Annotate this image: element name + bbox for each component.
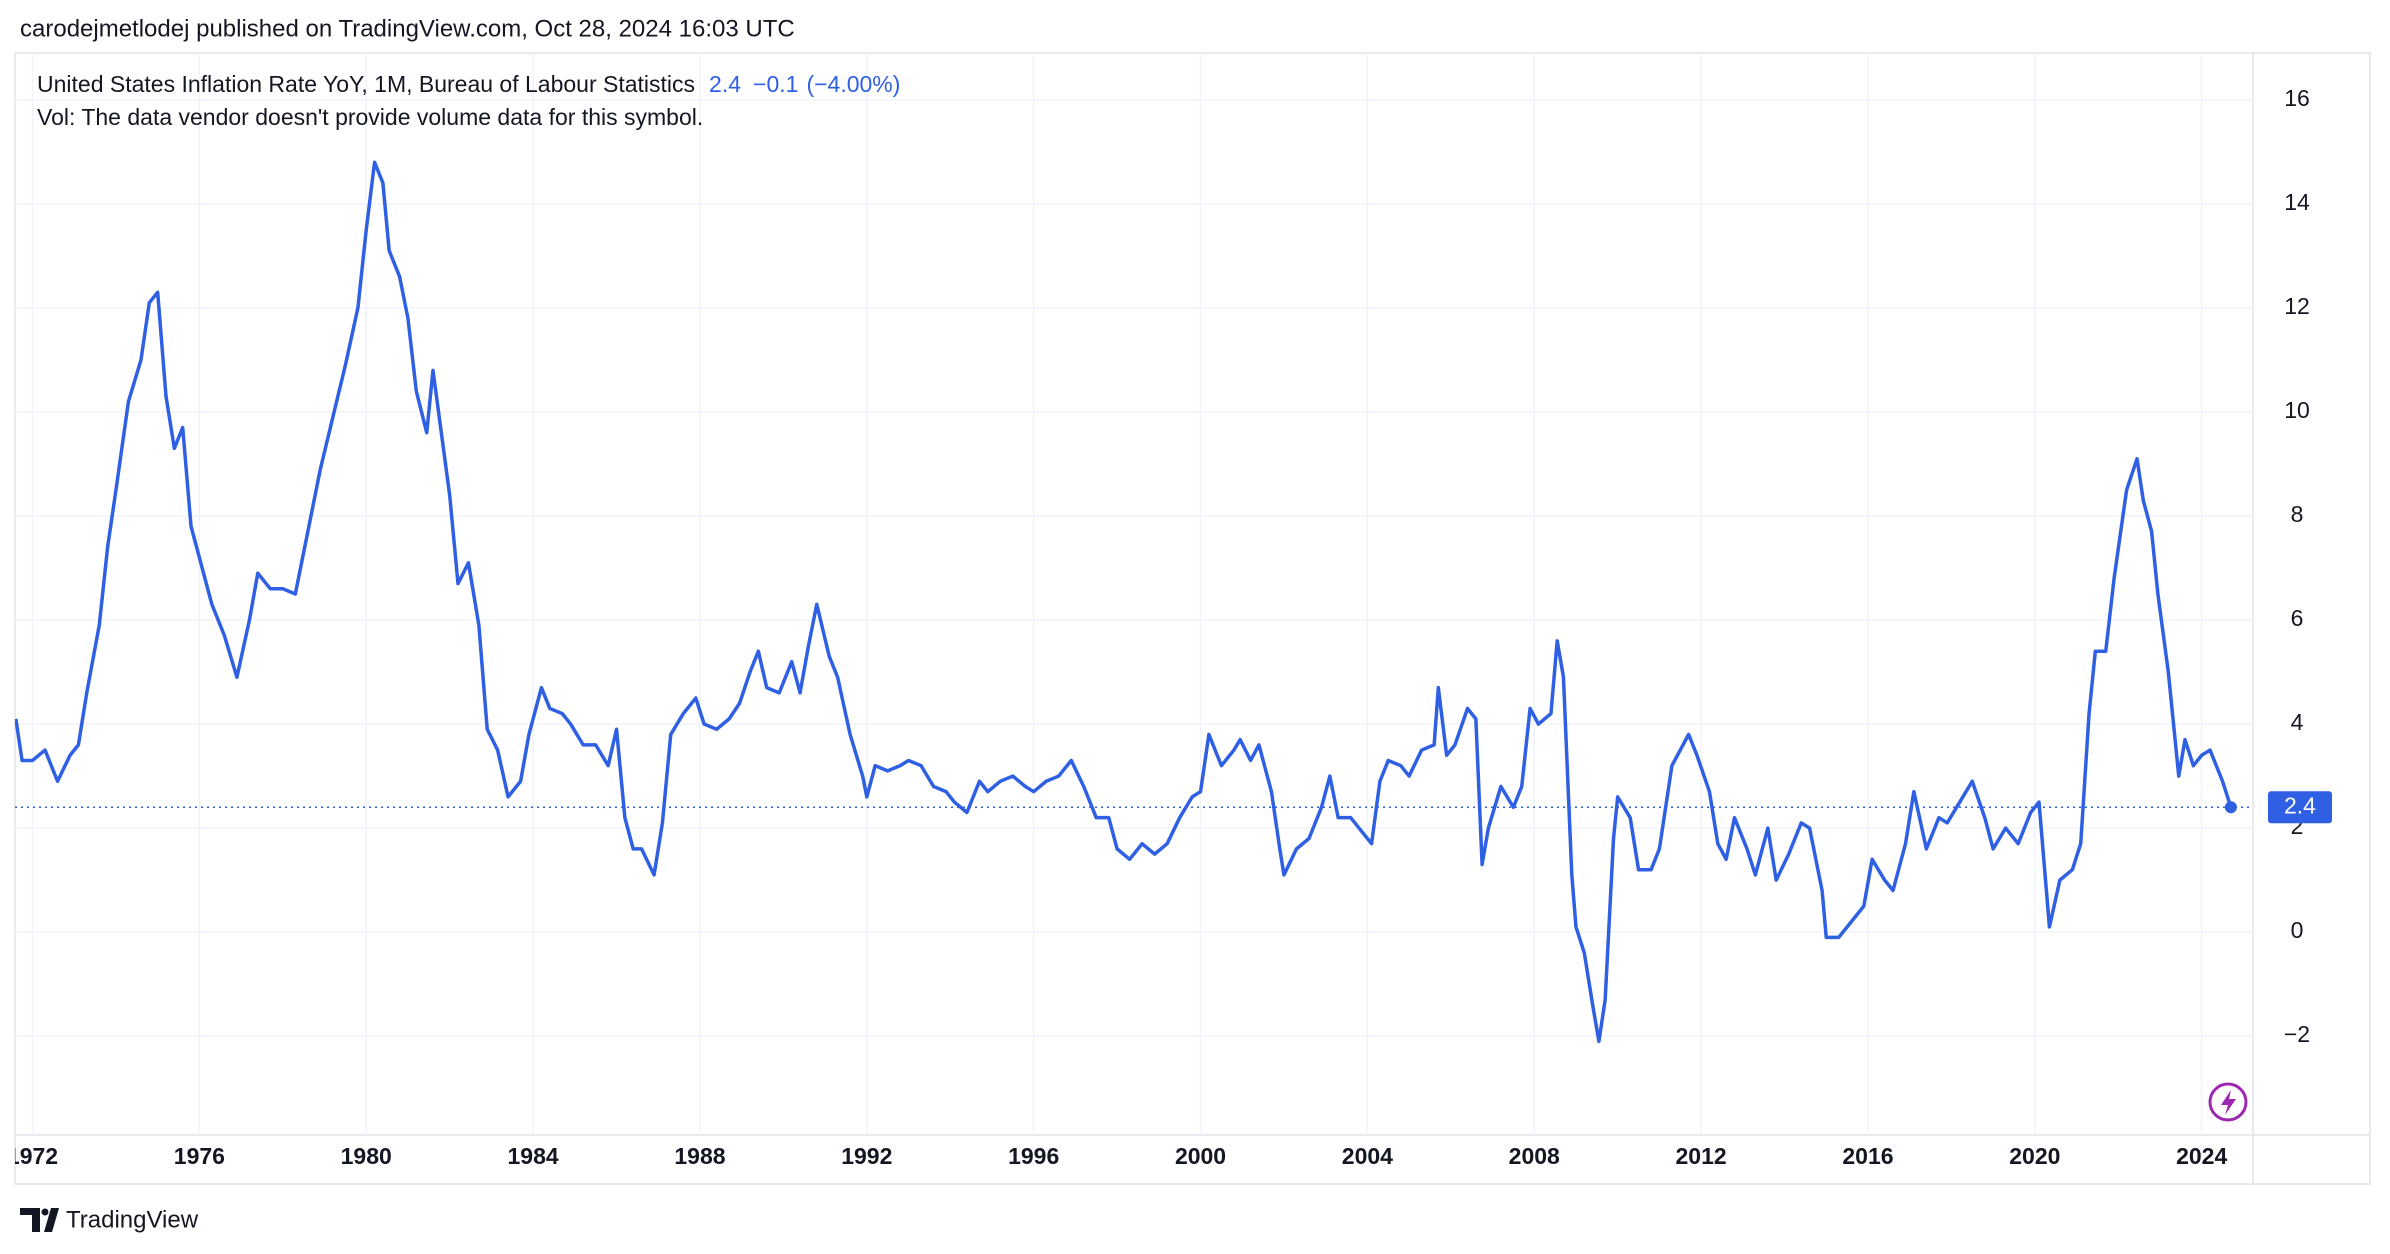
y-tick-label: 14 — [2284, 189, 2310, 215]
x-tick-label: 1976 — [174, 1143, 225, 1169]
y-tick-label: 4 — [2291, 709, 2304, 735]
x-tick-label: 2008 — [1509, 1143, 1560, 1169]
symbol-title: United States Inflation Rate YoY, 1M, Bu… — [37, 71, 695, 97]
x-tick-label: 2000 — [1175, 1143, 1226, 1169]
x-tick-label: 1996 — [1008, 1143, 1059, 1169]
y-tick-label: 12 — [2284, 293, 2310, 319]
grid — [15, 53, 2253, 1135]
y-tick-label: 0 — [2291, 917, 2304, 943]
last-value-box — [2268, 791, 2332, 824]
x-tick-label: 1972 — [7, 1143, 58, 1169]
last-value-label: 2.4 — [2284, 792, 2316, 818]
x-tick-label: 1992 — [841, 1143, 892, 1169]
x-tick-label: 2016 — [1842, 1143, 1893, 1169]
y-tick-label: −2 — [2284, 1021, 2310, 1047]
legend: United States Inflation Rate YoY, 1M, Bu… — [37, 71, 900, 97]
change: −0.1 — [753, 71, 798, 97]
x-tick-label: 1988 — [674, 1143, 725, 1169]
y-tick-label: 10 — [2284, 397, 2310, 423]
x-tick-label: 1980 — [341, 1143, 392, 1169]
last-value: 2.4 — [709, 71, 741, 97]
x-tick-label: 2012 — [1676, 1143, 1727, 1169]
time-axis: 1972 1976 1980 1984 1988 1992 1996 2000 2004 2008… — [7, 1143, 2227, 1169]
replay-icon[interactable] — [2208, 1082, 2248, 1122]
plot-area — [15, 160, 2253, 1044]
tradingview-logo — [20, 1208, 59, 1232]
chart-frame — [14, 52, 2371, 1185]
change-percent: (−4.00%) — [806, 71, 900, 97]
x-tick-label: 2024 — [2176, 1143, 2227, 1169]
x-tick-label: 2004 — [1342, 1143, 1393, 1169]
published-note: carodejmetlodej published on TradingView… — [20, 15, 795, 42]
y-tick-label: 8 — [2291, 501, 2304, 527]
x-tick-label: 1984 — [508, 1143, 559, 1169]
y-tick-label: 6 — [2291, 605, 2304, 631]
brand: TradingView — [66, 1206, 199, 1233]
last-point — [2224, 801, 2237, 814]
y-tick-label: 16 — [2284, 85, 2310, 111]
volume-note: Vol: The data vendor doesn't provide vol… — [37, 104, 703, 130]
x-tick-label: 2020 — [2009, 1143, 2060, 1169]
series-line — [15, 160, 2233, 1044]
